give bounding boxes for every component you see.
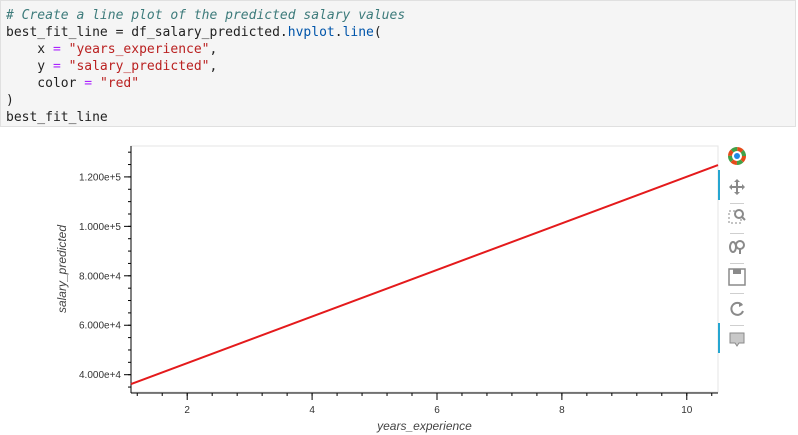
code-token: y — [6, 59, 53, 74]
x-tick-label: 4 — [309, 405, 315, 416]
reset-tool-icon[interactable] — [726, 298, 748, 320]
code-token — [61, 42, 69, 57]
toolbar-separator — [730, 233, 744, 234]
code-token — [61, 59, 69, 74]
toolbar-separator — [730, 203, 744, 204]
code-line: y = "salary_predicted", — [6, 58, 795, 75]
toolbar-separator — [730, 293, 744, 294]
code-token: line — [342, 25, 374, 40]
line-chart: 4.000e+4 6.000e+4 8.000e+4 1.000e+5 1.200e+5… — [55, 145, 719, 433]
save-tool-icon[interactable] — [726, 266, 748, 288]
code-token: = — [52, 59, 61, 74]
y-tick-label: 4.000e+4 — [79, 370, 121, 381]
code-token: = — [84, 76, 93, 91]
y-tick-label: 8.000e+4 — [79, 271, 121, 282]
code-line: ) — [6, 92, 795, 109]
code-token: best_fit_line = df_salary_predicted. — [6, 25, 288, 40]
code-token: hvplot — [287, 25, 335, 40]
pan-tool-icon[interactable] — [726, 176, 748, 198]
code-token: color — [6, 76, 85, 91]
plot-output: 4.000e+4 6.000e+4 8.000e+4 1.000e+5 1.200e+5… — [0, 127, 798, 435]
pan-tool-active-indicator — [718, 170, 720, 200]
y-tick-label: 1.200e+5 — [79, 172, 121, 183]
code-token: ) — [6, 93, 14, 108]
code-token: # Create a line plot of the predicted sa… — [6, 8, 406, 23]
code-line: best_fit_line = df_salary_predicted.hvpl… — [6, 24, 795, 41]
plot-toolbar — [718, 143, 752, 373]
x-tick-label: 2 — [184, 405, 190, 416]
y-tick-label: 6.000e+4 — [79, 321, 121, 332]
code-line: best_fit_line — [6, 109, 795, 126]
code-token: x — [6, 42, 53, 57]
code-token: best_fit_line — [6, 110, 108, 125]
code-token — [92, 76, 100, 91]
code-token: "salary_predicted" — [68, 59, 210, 74]
code-token: = — [52, 42, 61, 57]
toolbar-separator — [730, 325, 744, 326]
hover-tool-active-indicator — [718, 323, 720, 353]
y-tick-label: 1.000e+5 — [79, 222, 121, 233]
code-line: # Create a line plot of the predicted sa… — [6, 7, 795, 24]
x-tick-label: 6 — [434, 405, 440, 416]
code-token: . — [334, 25, 343, 40]
bokeh-logo-icon[interactable] — [726, 145, 748, 167]
x-tick-label: 8 — [559, 405, 565, 416]
plot-area — [130, 145, 719, 393]
code-token: ( — [373, 25, 382, 40]
code-editor[interactable]: # Create a line plot of the predicted sa… — [6, 7, 795, 126]
box-zoom-tool-icon[interactable] — [726, 206, 748, 228]
code-line: color = "red" — [6, 75, 795, 92]
code-token: , — [209, 59, 218, 74]
code-token: , — [209, 42, 218, 57]
wheel-zoom-tool-icon[interactable] — [726, 236, 748, 258]
hover-tool-icon[interactable] — [726, 329, 748, 351]
toolbar-separator — [730, 263, 744, 264]
code-cell[interactable]: # Create a line plot of the predicted sa… — [0, 0, 796, 127]
series-line-salary-predicted — [130, 164, 719, 386]
code-line: x = "years_experience", — [6, 41, 795, 58]
code-token: "red" — [99, 76, 140, 91]
code-token: "years_experience" — [68, 42, 210, 57]
x-axis-label: years_experience — [376, 419, 472, 433]
x-tick-label: 10 — [681, 405, 693, 416]
y-axis-label: salary_predicted — [55, 225, 69, 313]
